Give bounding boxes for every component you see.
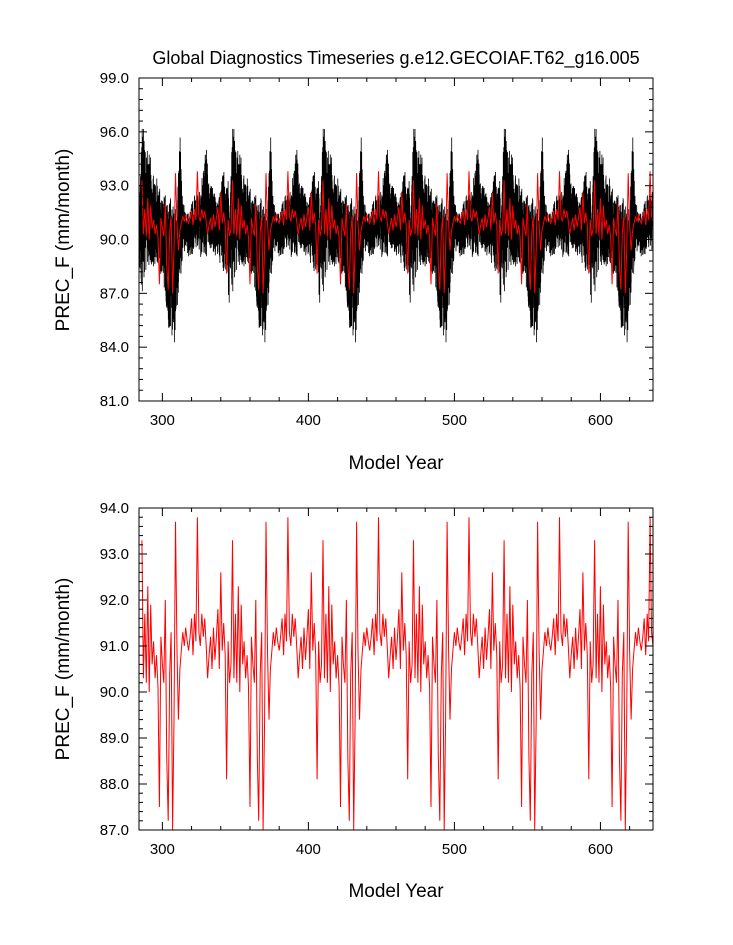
x-tick-label: 300 (150, 841, 175, 858)
top-series-layer (138, 128, 654, 343)
x-tick-label: 500 (442, 841, 467, 858)
series-line-monthly (138, 128, 654, 343)
y-tick-label: 87.0 (100, 285, 129, 302)
top-plot-frame (138, 77, 654, 402)
x-tick-label: 400 (296, 841, 321, 858)
y-tick-label: 90.0 (100, 684, 129, 701)
series-line-annual (141, 517, 654, 831)
y-tick-label: 87.0 (100, 822, 129, 839)
y-tick-label: 88.0 (100, 776, 129, 793)
y-tick-label: 90.0 (100, 232, 129, 249)
top-x-axis-title: Model Year (348, 453, 444, 474)
bottom-plot-frame (138, 507, 654, 831)
y-tick-label: 84.0 (100, 339, 129, 356)
bottom-ticks-layer: 87.0 88.0 89.0 90.0 91.0 92.0 93.0 94.0 300 400 50… (100, 500, 653, 858)
y-tick-label: 81.0 (100, 393, 129, 410)
bottom-x-axis-title: Model Year (348, 881, 444, 902)
series-line-annual (141, 171, 654, 294)
x-tick-label: 400 (296, 412, 321, 429)
y-tick-label: 94.0 (100, 500, 129, 517)
y-tick-label: 93.0 (100, 178, 129, 195)
x-tick-label: 500 (442, 412, 467, 429)
x-tick-label: 600 (588, 412, 613, 429)
y-tick-label: 99.0 (100, 70, 129, 87)
y-tick-label: 92.0 (100, 592, 129, 609)
x-tick-label: 600 (588, 841, 613, 858)
x-tick-label: 300 (150, 412, 175, 429)
y-tick-label: 91.0 (100, 638, 129, 655)
y-tick-label: 93.0 (100, 546, 129, 563)
top-ticks-layer: 81.0 84.0 87.0 90.0 93.0 96.0 99.0 300 400 500 600 (100, 70, 653, 429)
bottom-y-axis-title: PREC_F (mm/month) (53, 578, 74, 761)
top-y-axis-title: PREC_F (mm/month) (53, 149, 74, 332)
bottom-panel: 87.0 88.0 89.0 90.0 91.0 92.0 93.0 94.0 300 400 50… (53, 500, 654, 902)
y-tick-label: 89.0 (100, 730, 129, 747)
figure-title: Global Diagnostics Timeseries g.e12.GECO… (152, 48, 639, 69)
bottom-series-layer (141, 517, 654, 831)
top-panel: 81.0 84.0 87.0 90.0 93.0 96.0 99.0 300 400 500 600… (53, 70, 654, 474)
y-tick-label: 96.0 (100, 124, 129, 141)
